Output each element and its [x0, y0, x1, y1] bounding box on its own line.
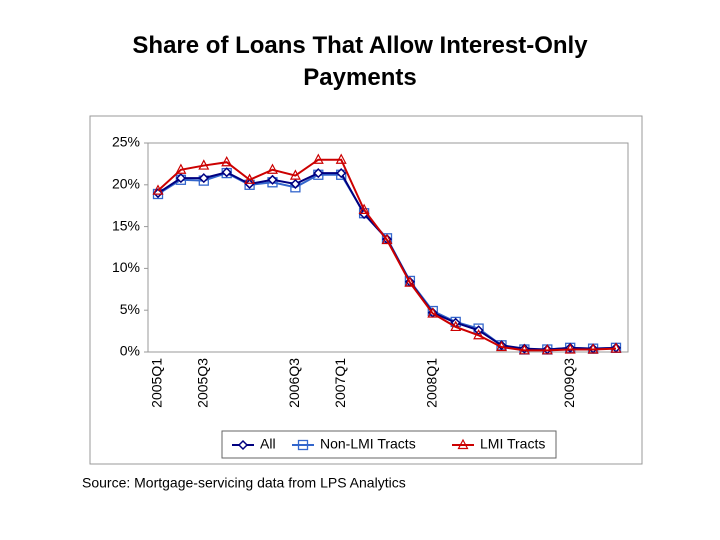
point [198, 173, 209, 184]
y-tick-label: 10% [112, 259, 140, 275]
point [290, 178, 301, 190]
point [313, 168, 324, 179]
legend-label: LMI Tracts [480, 436, 545, 452]
point [198, 159, 210, 170]
legend-label: All [260, 436, 276, 452]
point [496, 340, 507, 352]
x-tick-label: 2009Q3 [561, 358, 577, 408]
point [175, 173, 186, 184]
point [587, 343, 599, 354]
legend-marker [237, 439, 249, 451]
plot-area [147, 142, 629, 353]
point [221, 167, 232, 178]
point [404, 276, 416, 287]
point [358, 203, 370, 214]
point [244, 178, 255, 190]
x-tick-label: 2008Q1 [424, 358, 440, 408]
point [518, 344, 530, 355]
y-tick-label: 15% [112, 217, 140, 233]
point [381, 233, 393, 245]
point [450, 320, 462, 332]
y-tick-label: 25% [112, 134, 140, 150]
point [175, 163, 187, 174]
point [336, 168, 347, 179]
series-line [157, 158, 617, 352]
y-tick-label: 20% [112, 176, 140, 192]
x-tick-label: 2007Q1 [332, 358, 348, 408]
x-tick-label: 2006Q3 [286, 358, 302, 408]
legend-marker [457, 438, 469, 450]
point [335, 153, 347, 164]
legend-box [221, 430, 557, 459]
point [541, 344, 553, 355]
source-note: Source: Mortgage-servicing data from LPS… [82, 475, 406, 491]
point [312, 153, 324, 164]
y-tick-label: 5% [120, 301, 140, 317]
point [267, 174, 278, 185]
point [289, 169, 301, 180]
point [473, 328, 485, 340]
point [610, 342, 622, 353]
point [244, 173, 256, 184]
point [221, 155, 233, 167]
x-tick-label: 2005Q3 [195, 358, 211, 408]
point [267, 163, 278, 174]
x-tick-label: 2005Q1 [149, 358, 165, 408]
legend-marker [297, 439, 309, 451]
point [427, 307, 439, 318]
legend-label: Non-LMI Tracts [320, 436, 416, 452]
point [152, 184, 164, 195]
point [564, 343, 576, 354]
y-tick-label: 0% [120, 343, 140, 359]
chart-title: Share of Loans That Allow Interest-Only … [132, 32, 588, 91]
